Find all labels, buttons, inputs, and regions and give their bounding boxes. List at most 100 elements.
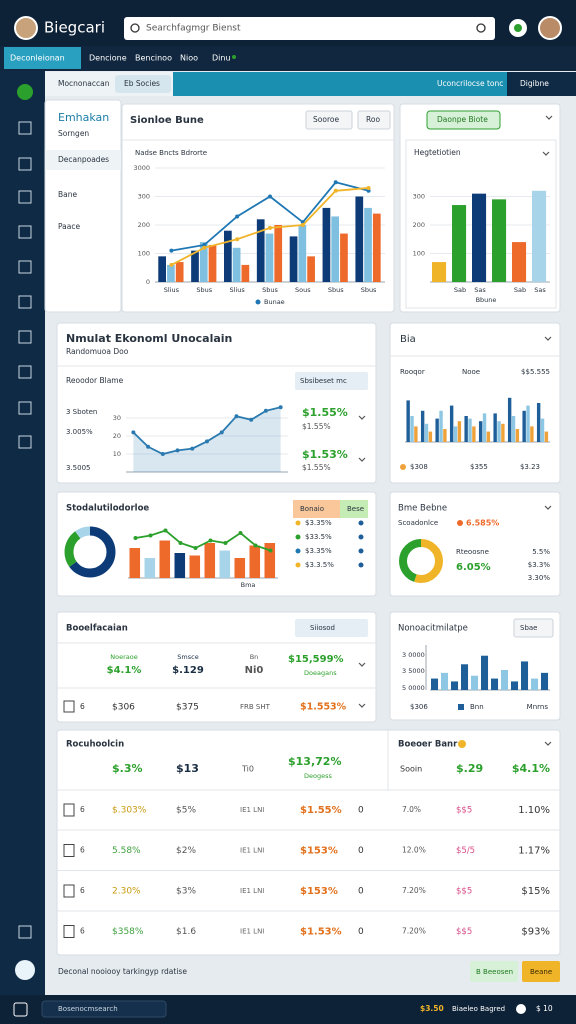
row-label: 3.5005 [66, 464, 91, 472]
chevron-icon[interactable] [544, 336, 552, 341]
tab[interactable]: Nioo [180, 54, 198, 63]
sidebar-icon[interactable] [18, 365, 32, 379]
button-label[interactable]: Siiosod [310, 624, 335, 632]
bar [468, 418, 472, 442]
chevron-icon[interactable] [544, 505, 552, 510]
chevron-icon[interactable] [358, 662, 366, 667]
app-name: Biegcari [44, 19, 105, 37]
bar [449, 405, 454, 442]
button[interactable] [426, 110, 501, 130]
chevron-icon[interactable] [542, 151, 550, 156]
user-avatar[interactable] [538, 16, 562, 40]
tab[interactable]: Dencione [89, 54, 127, 63]
side-item[interactable]: Decanpoades [58, 155, 109, 164]
button[interactable] [295, 372, 368, 390]
stat-value: $1.53% [302, 448, 348, 461]
chevron-icon[interactable] [545, 115, 553, 120]
sidebar-icon[interactable] [18, 157, 32, 171]
sidebar-icon[interactable] [18, 190, 32, 204]
side-item[interactable]: Bane [58, 190, 77, 199]
sidebar-icon[interactable] [18, 435, 32, 449]
bar [406, 400, 410, 442]
button[interactable] [470, 961, 518, 982]
cell: $$5 [456, 806, 472, 816]
tab[interactable] [340, 500, 368, 518]
button-label[interactable]: Sooroe [313, 115, 339, 124]
column-value: $13 [176, 762, 199, 775]
bar [174, 553, 186, 578]
chevron-icon[interactable] [358, 703, 366, 708]
button[interactable] [305, 110, 353, 130]
sidebar-icon[interactable] [18, 295, 32, 309]
sidebar-icon[interactable] [18, 330, 32, 344]
cell: 7.20% [402, 927, 426, 936]
bar [431, 678, 439, 690]
select[interactable] [357, 110, 391, 130]
button-label[interactable]: Sbsibeset mc [300, 377, 347, 385]
bar [541, 672, 549, 690]
sidebar-icon[interactable] [18, 225, 32, 239]
point [202, 242, 207, 247]
bar [464, 416, 468, 442]
button[interactable] [513, 618, 554, 638]
toolbar-button-label[interactable]: Eb Socies [124, 79, 160, 88]
button-label[interactable]: Daonpe Biote [437, 115, 488, 124]
panel-title: Sionloe Bune [130, 115, 204, 126]
button-label[interactable]: Sbae [520, 624, 537, 632]
button-label[interactable]: B Beeosen [476, 968, 513, 976]
bar [501, 423, 505, 442]
sidebar-icon[interactable] [18, 121, 32, 135]
tab[interactable] [293, 500, 340, 518]
toolbar-button[interactable] [115, 75, 171, 93]
button[interactable] [295, 619, 368, 637]
status-icon[interactable] [516, 1004, 526, 1014]
sidebar-icon[interactable] [18, 260, 32, 274]
sidebar-icon[interactable] [15, 960, 35, 980]
chevron-icon[interactable] [358, 457, 366, 462]
bar [420, 410, 425, 442]
menu-label[interactable]: Digibne [520, 79, 549, 88]
legend-dot [400, 464, 406, 470]
button[interactable] [522, 961, 560, 982]
side-subtitle: Sorngen [58, 129, 89, 138]
cell: 0 [358, 846, 364, 856]
bar [472, 426, 476, 442]
search-box[interactable] [124, 17, 495, 40]
sidebar-icon[interactable] [18, 925, 32, 939]
donut-segment [399, 539, 443, 583]
button-label[interactable]: Beane [530, 968, 552, 976]
tab[interactable]: Dinu [212, 54, 231, 63]
status-search[interactable] [41, 1000, 167, 1018]
panel-title: Boeoer Banr [398, 740, 458, 750]
cell: 5.58% [112, 846, 141, 856]
bar [167, 264, 175, 282]
x-tick-label: Sas [534, 286, 546, 294]
chevron-icon[interactable] [358, 415, 366, 420]
tab[interactable]: Deconleionan [10, 54, 65, 63]
cell: 0 [358, 927, 364, 937]
panel-subtitle: Randomuoa Doo [66, 347, 129, 356]
tab-active[interactable] [4, 47, 81, 69]
sidebar-icon-active[interactable] [17, 84, 33, 100]
y-tick-label: 20 [113, 432, 121, 440]
legend-dot [358, 562, 364, 568]
point [249, 417, 254, 422]
avatar [14, 16, 38, 40]
tab[interactable]: Bencinoo [135, 54, 172, 63]
tab-label[interactable]: Bese [347, 505, 364, 513]
sidebar-icon[interactable] [18, 401, 32, 415]
side-item[interactable]: Paace [58, 222, 81, 231]
bar [530, 426, 534, 442]
panel-title: Booelfacaian [66, 624, 128, 634]
cell: $1.6 [176, 927, 196, 937]
chevron-icon[interactable] [544, 741, 552, 746]
bar [232, 247, 241, 282]
select-label[interactable]: Roo [366, 115, 380, 124]
menu[interactable] [507, 72, 576, 96]
stat-value: $1.55% [302, 422, 331, 431]
search-placeholder: Searchfagmgr Bienst [146, 24, 241, 34]
x-tick-label: Sas [474, 286, 486, 294]
status-icon[interactable] [13, 1002, 28, 1017]
tab-label[interactable]: Bonaio [300, 505, 324, 513]
